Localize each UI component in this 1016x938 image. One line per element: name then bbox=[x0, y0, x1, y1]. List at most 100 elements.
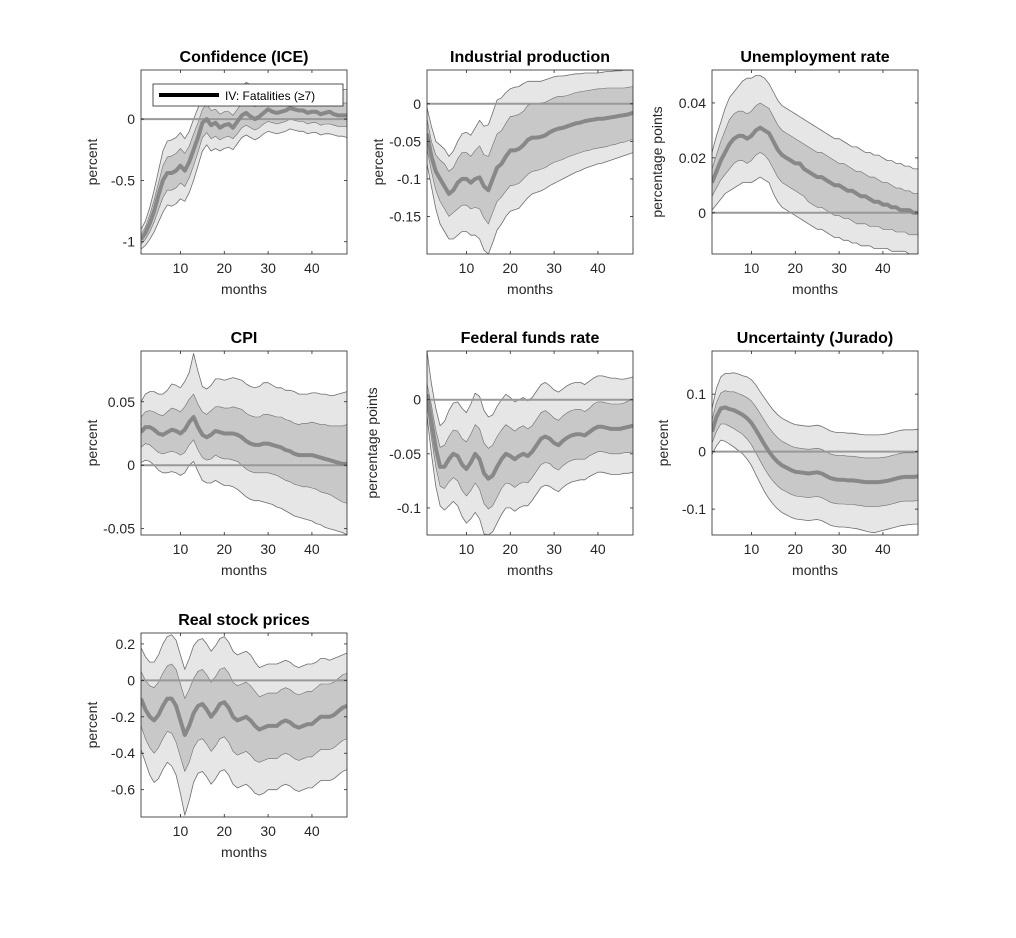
y-tick-label: -0.5 bbox=[111, 172, 135, 188]
y-axis-label: percent bbox=[84, 702, 100, 749]
y-axis-label: percentage points bbox=[649, 106, 665, 217]
panel-title: Real stock prices bbox=[178, 612, 310, 629]
panel-7: 10 20 30 40 -0.6 -0.4 -0.2 0 0.2 Real stock price… bbox=[84, 612, 348, 860]
legend: IV: Fatalities (≥7) bbox=[152, 83, 344, 107]
x-tick-label: 30 bbox=[546, 260, 562, 276]
y-tick-label: 0 bbox=[127, 111, 135, 127]
plot-area bbox=[427, 351, 633, 535]
x-tick-label: 30 bbox=[260, 260, 276, 276]
axes-box bbox=[140, 632, 348, 818]
panel-title: Uncertainty (Jurado) bbox=[737, 330, 893, 347]
x-axis-label: months bbox=[507, 562, 553, 578]
y-tick-label: 0 bbox=[413, 96, 421, 112]
band-68-upper-edge bbox=[141, 663, 347, 699]
band-68-upper-edge bbox=[141, 393, 347, 427]
band-90-lower-edge bbox=[427, 152, 633, 254]
y-tick-label: 0.2 bbox=[116, 636, 136, 652]
x-tick-label: 20 bbox=[216, 260, 232, 276]
x-axis-label: months bbox=[221, 281, 267, 297]
y-tick-label: -0.1 bbox=[682, 501, 706, 517]
y-tick-label: -0.05 bbox=[389, 133, 421, 149]
band-68-upper-edge bbox=[712, 102, 918, 194]
irf-line bbox=[141, 415, 347, 466]
plot-area bbox=[141, 353, 347, 535]
plot-area bbox=[712, 75, 918, 254]
x-tick-label: 10 bbox=[459, 541, 475, 557]
y-tick-label: -0.2 bbox=[111, 709, 135, 725]
x-tick-label: 10 bbox=[173, 260, 189, 276]
axes-box bbox=[711, 350, 919, 536]
band-68-lower-edge bbox=[427, 405, 633, 510]
y-tick-label: -0.4 bbox=[111, 745, 135, 761]
panel-title: CPI bbox=[231, 330, 258, 347]
y-axis-label: percent bbox=[370, 139, 386, 186]
plot-area bbox=[427, 70, 633, 254]
panel-6: 10 20 30 40 -0.1 0 0.1 Uncertainty (Jurado) mont… bbox=[655, 330, 919, 578]
y-tick-label: 0.04 bbox=[679, 95, 706, 111]
panel-title: Unemployment rate bbox=[740, 49, 889, 66]
x-tick-label: 30 bbox=[831, 541, 847, 557]
y-tick-label: 0 bbox=[698, 205, 706, 221]
x-axis-label: months bbox=[507, 281, 553, 297]
legend-label: IV: Fatalities (≥7) bbox=[225, 89, 315, 103]
axes-box bbox=[140, 69, 348, 255]
x-tick-label: 20 bbox=[787, 260, 803, 276]
axes-box bbox=[426, 350, 634, 536]
axes-box bbox=[711, 69, 919, 255]
irf-line bbox=[712, 125, 918, 215]
x-tick-label: 40 bbox=[304, 541, 320, 557]
band-90-lower-edge bbox=[427, 415, 633, 535]
y-axis-label: percent bbox=[84, 420, 100, 467]
x-tick-label: 20 bbox=[502, 541, 518, 557]
x-tick-label: 20 bbox=[787, 541, 803, 557]
x-axis-label: months bbox=[221, 844, 267, 860]
x-tick-label: 10 bbox=[173, 823, 189, 839]
y-tick-label: 0 bbox=[698, 444, 706, 460]
band-68-lower-edge bbox=[141, 439, 347, 504]
y-tick-label: -0.05 bbox=[103, 521, 135, 537]
plot-area bbox=[712, 372, 918, 534]
band-90-upper-edge bbox=[141, 634, 347, 670]
x-axis-label: months bbox=[792, 281, 838, 297]
irf-line bbox=[427, 110, 633, 196]
band-90-lower-edge bbox=[141, 459, 347, 535]
y-tick-label: -0.15 bbox=[389, 208, 421, 224]
panel-2: 10 20 30 40 -0.15 -0.1 -0.05 0 Industrial produc… bbox=[370, 49, 634, 297]
x-tick-label: 10 bbox=[173, 541, 189, 557]
y-tick-label: 0.02 bbox=[679, 150, 706, 166]
band-68-upper-edge bbox=[712, 390, 918, 459]
band-68 bbox=[427, 383, 633, 509]
band-90-lower-edge bbox=[712, 176, 918, 254]
x-tick-label: 30 bbox=[260, 541, 276, 557]
x-tick-label: 10 bbox=[744, 541, 760, 557]
x-tick-label: 20 bbox=[216, 823, 232, 839]
panel-title: Industrial production bbox=[450, 49, 610, 66]
x-tick-label: 30 bbox=[831, 260, 847, 276]
x-axis-label: months bbox=[221, 562, 267, 578]
band-90 bbox=[141, 82, 347, 250]
y-axis-label: percentage points bbox=[364, 387, 380, 498]
x-axis-label: months bbox=[792, 562, 838, 578]
y-tick-label: 0.1 bbox=[687, 386, 707, 402]
band-90-upper-edge bbox=[712, 75, 918, 170]
band-68-lower-edge bbox=[141, 118, 347, 245]
band-68 bbox=[712, 103, 918, 235]
panel-title: Confidence (ICE) bbox=[180, 49, 309, 66]
band-90-lower-edge bbox=[141, 128, 347, 250]
y-tick-label: 0 bbox=[127, 672, 135, 688]
y-tick-label: -1 bbox=[123, 234, 136, 250]
x-tick-label: 40 bbox=[875, 260, 891, 276]
irf-line bbox=[427, 393, 633, 481]
x-tick-label: 20 bbox=[502, 260, 518, 276]
band-68 bbox=[141, 394, 347, 504]
y-tick-label: 0 bbox=[127, 457, 135, 473]
x-tick-label: 10 bbox=[744, 260, 760, 276]
band-90-upper-edge bbox=[141, 353, 347, 402]
band-68-lower-edge bbox=[141, 725, 347, 772]
y-tick-label: -0.05 bbox=[389, 446, 421, 462]
x-tick-label: 20 bbox=[216, 541, 232, 557]
y-tick-label: 0 bbox=[413, 392, 421, 408]
band-90-lower-edge bbox=[141, 749, 347, 816]
x-tick-label: 30 bbox=[546, 541, 562, 557]
